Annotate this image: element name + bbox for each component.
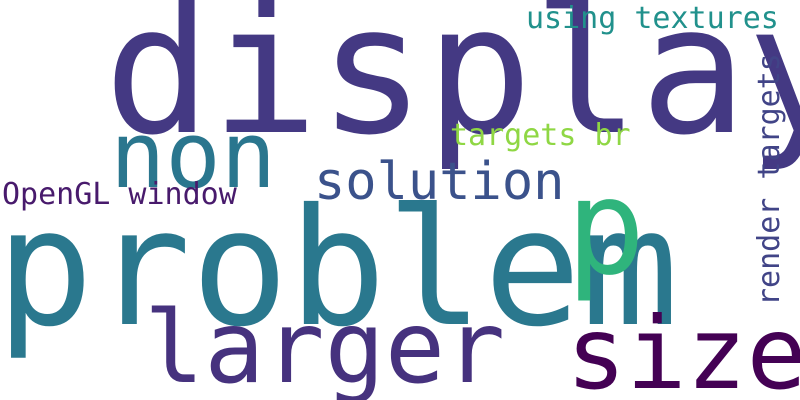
word-display: display [104, 0, 800, 174]
word-using-textures: using textures [526, 1, 779, 36]
word-opengl-window: OpenGL window [2, 177, 237, 212]
word-targets-br: targets br [450, 118, 631, 153]
word-solution: solution [314, 152, 565, 212]
word-problem: problem [0, 175, 679, 363]
word-larger: larger [144, 289, 506, 400]
word-render-targets: render targets [752, 53, 787, 306]
word-size: size [566, 295, 800, 400]
word-non: non [110, 102, 277, 209]
word-p: p [566, 151, 646, 305]
